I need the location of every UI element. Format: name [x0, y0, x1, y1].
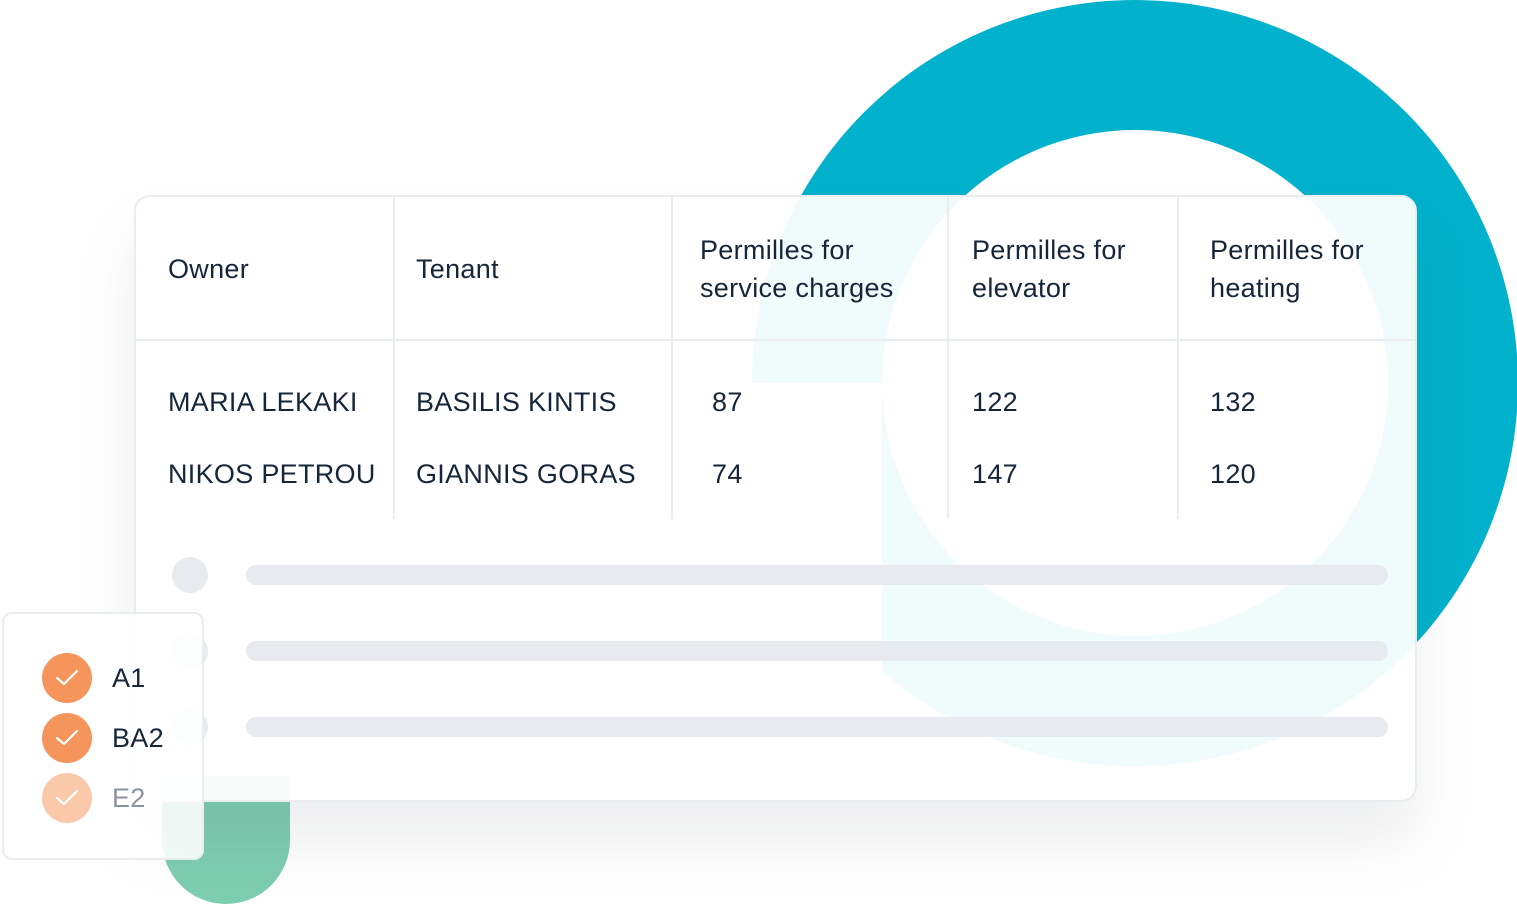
skeleton-avatar [172, 557, 208, 593]
skeleton-line [246, 641, 1388, 661]
header-owner: Owner [168, 254, 250, 284]
header-elevator-line2: elevator [972, 273, 1071, 303]
header-service-line2: service charges [700, 273, 894, 303]
permilles-table: Owner Tenant Permilles for service charg… [136, 197, 1415, 519]
checklist-label: E2 [112, 782, 146, 813]
permilles-table-card: Owner Tenant Permilles for service charg… [134, 195, 1417, 802]
apartment-checklist: A1 BA2 E2 [2, 612, 204, 860]
row2-tenant: GIANNIS GORAS [416, 459, 636, 489]
check-icon [42, 653, 92, 703]
header-divider [136, 339, 1415, 341]
checklist-item-a1[interactable]: A1 [42, 653, 146, 703]
column-divider [947, 197, 949, 519]
header-tenant: Tenant [416, 254, 499, 284]
header-elevator-line1: Permilles for [972, 235, 1126, 265]
column-divider [1177, 197, 1179, 519]
header-service-charges: Permilles for service charges [700, 231, 894, 307]
checklist-item-e2[interactable]: E2 [42, 773, 146, 823]
row1-service: 87 [712, 387, 743, 417]
row1-tenant: BASILIS KINTIS [416, 387, 617, 417]
row1-heating: 132 [1210, 387, 1256, 417]
skeleton-line [246, 565, 1388, 585]
checklist-item-ba2[interactable]: BA2 [42, 713, 164, 763]
row2-owner: NIKOS PETROU [168, 459, 376, 489]
check-icon [42, 773, 92, 823]
row2-service: 74 [712, 459, 743, 489]
column-divider [671, 197, 673, 519]
header-heating-line1: Permilles for [1210, 235, 1364, 265]
header-service-line1: Permilles for [700, 235, 854, 265]
skeleton-line [246, 717, 1388, 737]
header-heating-line2: heating [1210, 273, 1301, 303]
row2-elevator: 147 [972, 459, 1018, 489]
row1-owner: MARIA LEKAKI [168, 387, 358, 417]
checklist-label: A1 [112, 662, 146, 693]
checklist-label: BA2 [112, 722, 164, 753]
header-heating: Permilles for heating [1210, 231, 1364, 307]
row2-heating: 120 [1210, 459, 1256, 489]
row1-elevator: 122 [972, 387, 1018, 417]
column-divider [393, 197, 395, 519]
header-elevator: Permilles for elevator [972, 231, 1126, 307]
check-icon [42, 713, 92, 763]
